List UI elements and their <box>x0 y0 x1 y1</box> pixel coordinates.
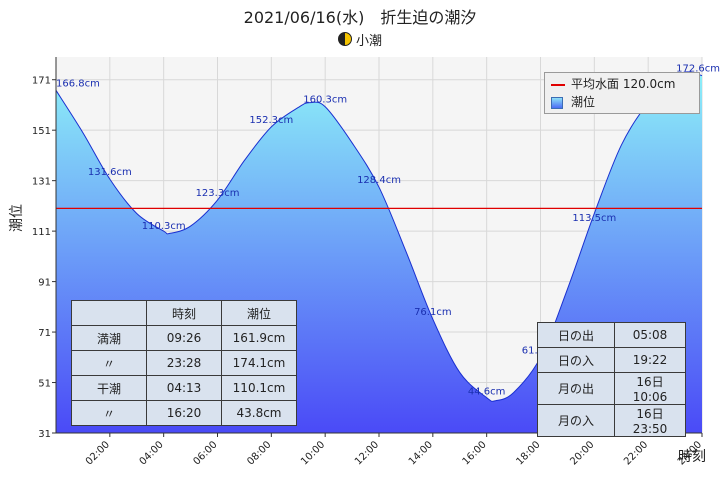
y-tick-label: 91 <box>38 278 51 289</box>
table-cell: 満潮 <box>71 325 147 351</box>
x-axis-label: 時刻 <box>678 449 706 465</box>
x-tick-label: 22:00 <box>622 439 650 467</box>
point-label: 76.1cm <box>414 307 452 318</box>
x-tick-label: 02:00 <box>84 439 112 467</box>
table-cell: 23:28 <box>146 350 222 376</box>
y-tick-label: 131 <box>32 177 51 188</box>
x-tick-label: 20:00 <box>568 439 596 467</box>
legend-tide-swatch <box>551 96 563 109</box>
tide-type-label: 小潮 <box>0 30 720 49</box>
table-row: 〃 16:20 43.8cm <box>71 400 297 426</box>
point-label: 110.3cm <box>142 221 186 232</box>
table-cell: 〃 <box>71 350 147 376</box>
y-tick-label: 51 <box>38 379 51 390</box>
table-header-row: 時刻 潮位 <box>71 300 297 326</box>
table-cell: 110.1cm <box>221 375 297 401</box>
y-tick-label: 111 <box>32 227 51 238</box>
y-tick-label: 31 <box>38 429 51 440</box>
point-label: 152.3cm <box>249 115 293 126</box>
x-tick-label: 12:00 <box>353 439 381 467</box>
table-header-cell: 潮位 <box>221 300 297 326</box>
table-row: 日の入 19:22 <box>537 347 686 373</box>
table-row: 〃 23:28 174.1cm <box>71 350 297 376</box>
table-cell: 干潮 <box>71 375 147 401</box>
tide-curve <box>55 71 703 402</box>
table-cell: 〃 <box>71 400 147 426</box>
y-axis-label: 潮位 <box>9 204 25 232</box>
table-row: 日の出 05:08 <box>537 322 686 348</box>
table-cell: 日の出 <box>537 322 615 348</box>
table-cell: 04:13 <box>146 375 222 401</box>
table-row: 月の出 16日 10:06 <box>537 372 686 405</box>
table-cell: 月の入 <box>537 404 615 437</box>
x-tick-label: 10:00 <box>299 439 327 467</box>
table-cell: 16日 23:50 <box>614 404 686 437</box>
table-row: 干潮 04:13 110.1cm <box>71 375 297 401</box>
table-header-cell <box>71 300 147 326</box>
x-tick-label: 04:00 <box>138 439 166 467</box>
legend-mean-label: 平均水面 120.0cm <box>571 77 676 91</box>
point-label: 128.4cm <box>357 175 401 186</box>
x-tick-label: 16:00 <box>461 439 489 467</box>
x-tick-label: 08:00 <box>245 439 273 467</box>
legend-mean-line <box>551 83 565 86</box>
sun-moon-table: 日の出 05:08 日の入 19:22 月の出 16日 10:06 月の入 16… <box>537 322 686 437</box>
point-label: 123.3cm <box>196 188 240 199</box>
half-moon-icon <box>337 32 352 46</box>
table-cell: 月の出 <box>537 372 615 405</box>
point-label: 44.6cm <box>468 387 506 398</box>
point-label: 172.6cm <box>676 64 720 75</box>
tide-times-table: 時刻 潮位 満潮 09:26 161.9cm 〃 23:28 174.1cm 干… <box>71 300 297 426</box>
table-header-cell: 時刻 <box>146 300 222 326</box>
table-cell: 日の入 <box>537 347 615 373</box>
x-tick-label: 06:00 <box>191 439 219 467</box>
tide-type-text: 小潮 <box>355 34 382 49</box>
y-tick-label: 71 <box>38 328 51 339</box>
y-tick-label: 171 <box>32 76 51 87</box>
table-cell: 16日 10:06 <box>614 372 686 405</box>
table-cell: 174.1cm <box>221 350 297 376</box>
y-tick-label: 151 <box>32 126 51 137</box>
table-row: 月の入 16日 23:50 <box>537 404 686 437</box>
chart-legend: 平均水面 120.0cm 潮位 <box>544 72 700 114</box>
point-label: 160.3cm <box>303 95 347 106</box>
point-label: 113.5cm <box>572 213 616 224</box>
table-cell: 16:20 <box>146 400 222 426</box>
table-cell: 19:22 <box>614 347 686 373</box>
table-cell: 09:26 <box>146 325 222 351</box>
chart-title: 2021/06/16(水) 折生迫の潮汐 <box>243 8 477 27</box>
table-row: 満潮 09:26 161.9cm <box>71 325 297 351</box>
x-tick-label: 18:00 <box>514 439 542 467</box>
table-cell: 05:08 <box>614 322 686 348</box>
point-label: 166.8cm <box>56 78 100 89</box>
legend-tide-label: 潮位 <box>571 95 596 109</box>
table-cell: 43.8cm <box>221 400 297 426</box>
table-cell: 161.9cm <box>221 325 297 351</box>
x-tick-label: 14:00 <box>407 439 435 467</box>
point-label: 131.6cm <box>88 167 132 178</box>
